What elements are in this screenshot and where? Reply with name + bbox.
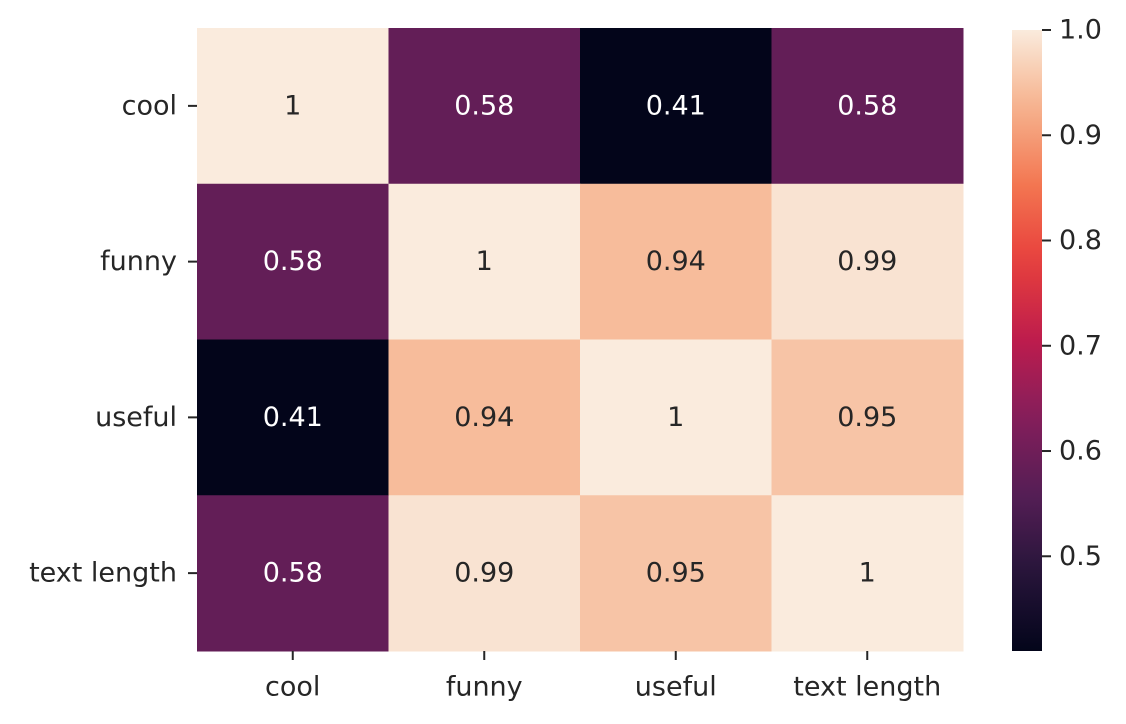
heatmap-cell-r0-c2 bbox=[580, 28, 772, 185]
heatmap-cell-r3-c1 bbox=[388, 495, 581, 652]
colorbar: 0.5 0.6 0.7 0.8 0.9 1.0 bbox=[1012, 15, 1102, 651]
x-tick-label-2: useful bbox=[635, 672, 717, 703]
heatmap-cell-r1-c3 bbox=[771, 183, 964, 340]
cell-annotation-r2-c2: 1 bbox=[667, 402, 684, 433]
y-tick-label-1: funny bbox=[100, 246, 177, 277]
cell-annotation-r0-c2: 0.41 bbox=[646, 90, 706, 121]
colorbar-tick-label-3: 0.8 bbox=[1059, 225, 1102, 256]
heatmap-cell-r3-c2 bbox=[580, 495, 772, 652]
cell-annotation-r1-c2: 0.94 bbox=[646, 246, 706, 277]
colorbar-tick-label-0: 0.5 bbox=[1059, 541, 1102, 572]
y-tick-label-3: text length bbox=[29, 558, 177, 589]
colorbar-tick-label-4: 0.9 bbox=[1059, 120, 1102, 151]
x-tick-label-1: funny bbox=[446, 672, 523, 703]
cell-annotation-r2-c1: 0.94 bbox=[454, 402, 514, 433]
heatmap-cell-r2-c1 bbox=[388, 339, 581, 496]
x-tick-label-0: cool bbox=[265, 672, 320, 703]
heatmap-cell-r1-c0 bbox=[197, 183, 389, 340]
heatmap-cells bbox=[197, 28, 964, 652]
cell-annotation-r3-c2: 0.95 bbox=[646, 558, 706, 589]
y-tick-label-2: useful bbox=[95, 402, 177, 433]
x-axis: cool funny useful text length bbox=[265, 651, 941, 703]
cell-annotation-r0-c1: 0.58 bbox=[454, 90, 514, 121]
heatmap-cell-r1-c1 bbox=[388, 183, 581, 340]
cell-annotation-r1-c3: 0.99 bbox=[837, 246, 897, 277]
cell-annotation-r2-c3: 0.95 bbox=[837, 402, 897, 433]
heatmap-cell-r2-c2 bbox=[580, 339, 772, 496]
cell-annotation-r2-c0: 0.41 bbox=[263, 402, 323, 433]
heatmap-cell-r0-c1 bbox=[388, 28, 581, 185]
cell-annotations: 1 0.58 0.41 0.58 0.58 1 0.94 0.99 0.41 0.94 1 0.95 0… bbox=[263, 90, 898, 588]
heatmap-cell-r0-c0 bbox=[197, 28, 389, 185]
heatmap-cell-r3-c0 bbox=[197, 495, 389, 652]
cell-annotation-r3-c0: 0.58 bbox=[263, 558, 323, 589]
colorbar-tick-label-5: 1.0 bbox=[1059, 15, 1102, 46]
cell-annotation-r3-c3: 1 bbox=[859, 558, 876, 589]
colorbar-gradient bbox=[1012, 30, 1042, 651]
x-tick-label-3: text length bbox=[793, 672, 941, 703]
y-axis: cool funny useful text length bbox=[29, 90, 197, 589]
heatmap-cell-r2-c3 bbox=[771, 339, 964, 496]
colorbar-tick-label-2: 0.7 bbox=[1059, 330, 1102, 361]
heatmap-cell-r3-c3 bbox=[771, 495, 964, 652]
cell-annotation-r3-c1: 0.99 bbox=[454, 558, 514, 589]
y-tick-label-0: cool bbox=[122, 90, 177, 121]
cell-annotation-r0-c0: 1 bbox=[284, 90, 301, 121]
cell-annotation-r1-c0: 0.58 bbox=[263, 246, 323, 277]
heatmap-cell-r1-c2 bbox=[580, 183, 772, 340]
colorbar-tick-label-1: 0.6 bbox=[1059, 436, 1102, 467]
heatmap-cell-r0-c3 bbox=[771, 28, 964, 185]
heatmap-cell-r2-c0 bbox=[197, 339, 389, 496]
cell-annotation-r0-c3: 0.58 bbox=[837, 90, 897, 121]
cell-annotation-r1-c1: 1 bbox=[476, 246, 493, 277]
